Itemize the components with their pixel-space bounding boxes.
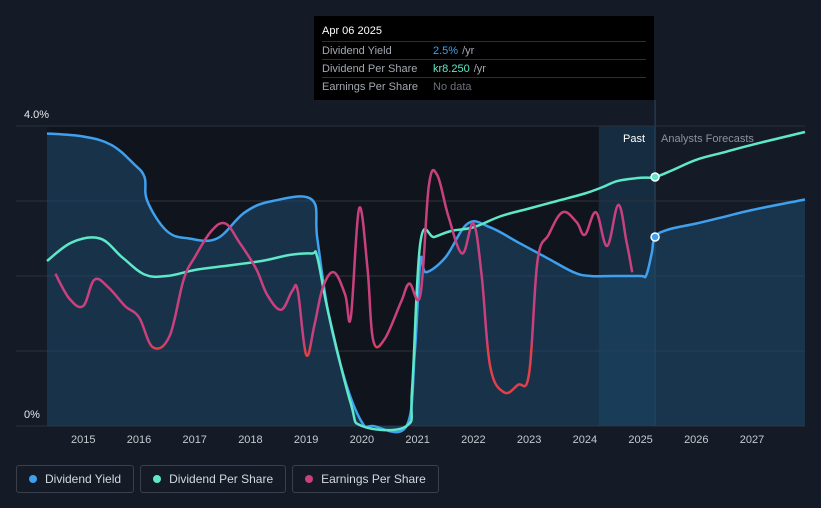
tooltip-unit: /yr [462,44,475,57]
dividend-per-share-line [46,130,806,432]
x-tick-label: 2016 [127,434,151,446]
dividend-yield-marker [650,232,660,242]
tooltip-label: Earnings Per Share [322,80,418,93]
x-tick-label: 2025 [628,434,652,446]
legend-dot-icon [305,475,314,483]
tooltip-date: Apr 06 2025 [322,25,382,37]
x-tick-label: 2027 [740,434,764,446]
dividend-yield-line [46,132,806,434]
earnings-per-share-line [54,168,634,395]
region-label-past: Past [623,133,645,145]
legend-label: Earnings Per Share [321,472,426,486]
chart-legend: Dividend Yield Dividend Per Share Earnin… [16,465,439,493]
dividend-chart: 2015 2016 2017 2018 2019 2020 2021 2022 2023 2024… [16,100,806,446]
dividend-yield-area [47,133,805,433]
x-tick-label: 2026 [684,434,708,446]
legend-dot-icon [153,475,162,483]
tooltip-label: Dividend Yield [322,44,392,57]
x-tick-label: 2020 [350,434,374,446]
region-label-forecast: Analysts Forecasts [661,133,754,145]
x-tick-label: 2023 [517,434,541,446]
x-tick-label: 2019 [294,434,318,446]
legend-item-dividend-yield[interactable]: Dividend Yield [16,465,135,493]
x-tick-label: 2024 [573,434,597,446]
tooltip-row-dividend-yield: Dividend Yield 2.5% /yr [322,41,646,59]
x-tick-label: 2021 [405,434,429,446]
tooltip-value: kr8.250 [433,62,470,75]
dividend-per-share-marker [650,172,660,182]
tooltip-unit: /yr [473,62,486,75]
x-tick-label: 2018 [238,434,262,446]
tooltip-value: No data [433,80,472,93]
y-tick-label-top: 4.0% [24,109,49,121]
legend-label: Dividend Per Share [169,472,274,486]
tooltip-row-earnings-per-share: Earnings Per Share No data [322,77,646,95]
tooltip-row-dividend-per-share: Dividend Per Share kr8.250 /yr [322,59,646,77]
tooltip-label: Dividend Per Share [322,62,418,75]
legend-dot-icon [29,475,37,483]
x-tick-label: 2015 [71,434,95,446]
x-tick-label: 2022 [461,434,485,446]
tooltip-value: 2.5% [433,44,459,57]
y-tick-label-bottom: 0% [24,409,40,421]
legend-item-dividend-per-share[interactable]: Dividend Per Share [140,465,287,493]
legend-label: Dividend Yield [45,472,122,486]
chart-tooltip: Apr 06 2025 Dividend Yield 2.5% /yr Divi… [314,16,654,100]
x-tick-label: 2017 [182,434,206,446]
legend-item-earnings-per-share[interactable]: Earnings Per Share [292,465,439,493]
